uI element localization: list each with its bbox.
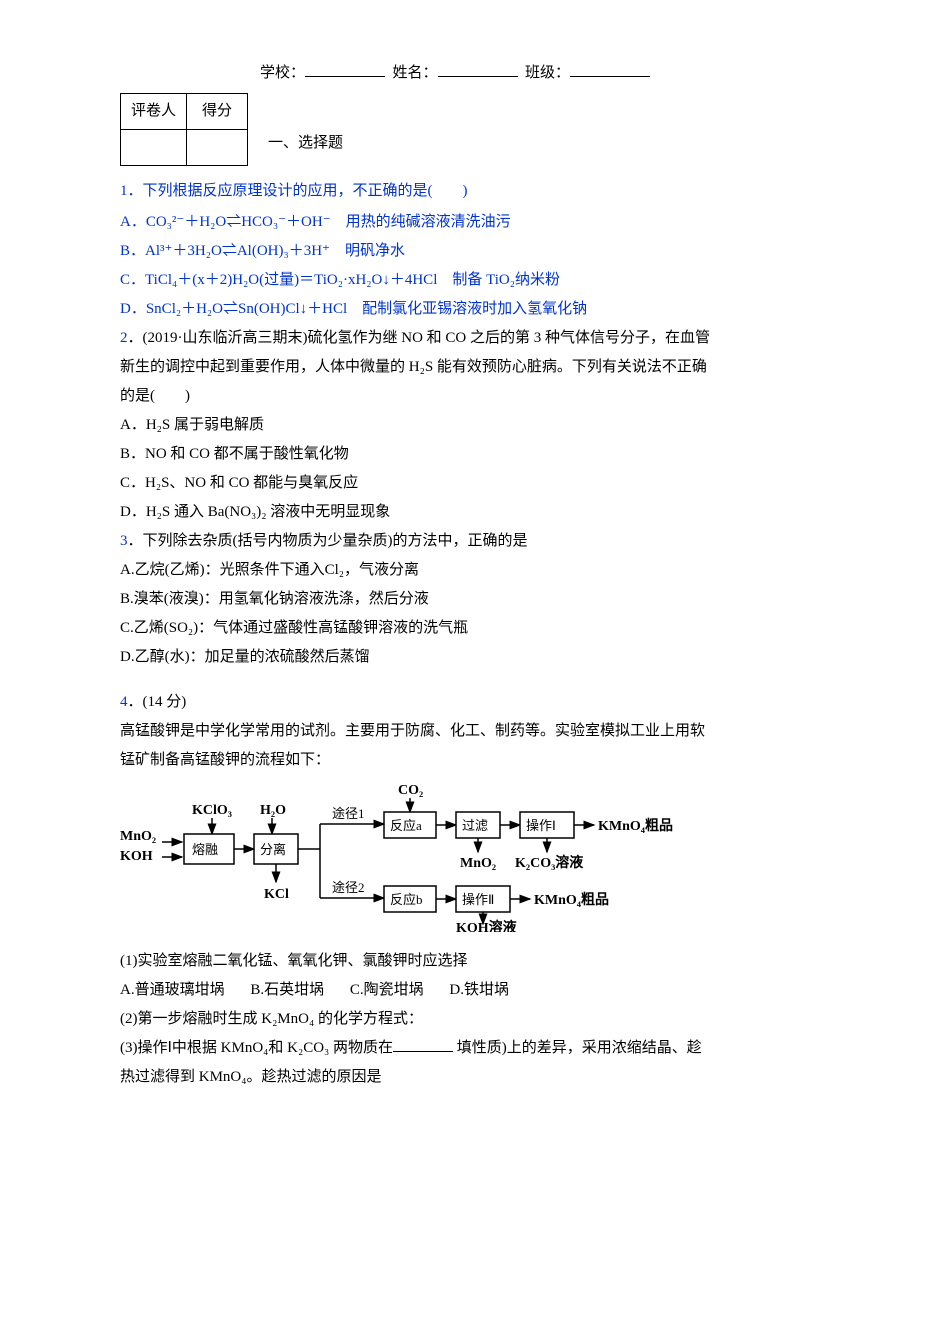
q1-optD: D．SnCl₂＋H₂O⇌Sn(OH)Cl↓＋HCl 配制氯化亚锡溶液时加入氢氧化… [120,296,825,323]
node-koh: KOH [120,849,153,864]
node-kclo3: KClO₃ [192,803,232,818]
q2-line1: 2．(2019·山东临沂高三期末)硫化氢作为继 NO 和 CO 之后的第 3 种… [120,325,825,352]
q3-stem: 3．下列除去杂质(括号内物质为少量杂质)的方法中，正确的是 [120,528,825,555]
node-h2o: H₂O [260,803,286,818]
node-k2co3: K₂CO₃溶液 [515,854,584,871]
q4-p1: 高锰酸钾是中学化学常用的试剂。主要用于防腐、化工、制药等。实验室模拟工业上用软 [120,718,825,745]
label-tujing1: 途径1 [332,806,365,821]
q1-optB: B．Al³⁺＋3H₂O⇌Al(OH)₃＋3H⁺ 明矾净水 [120,238,825,265]
score-cell1[interactable] [121,130,187,166]
node-fenli: 分离 [260,842,286,857]
q3-optA: A.乙烷(乙烯)：光照条件下通入Cl₂，气液分离 [120,557,825,584]
q2-optC: C．H₂S、NO 和 CO 都能与臭氧反应 [120,470,825,497]
node-fanyingb: 反应b [390,892,423,907]
q3-optD: D.乙醇(水)：加足量的浓硫酸然后蒸馏 [120,644,825,671]
q4-sub3-blank[interactable] [393,1051,453,1052]
q4-sub3-line1: (3)操作Ⅰ中根据 KMnO₄和 K₂CO₃ 两物质在 填性质)上的差异，采用浓… [120,1035,825,1062]
school-blank[interactable] [305,61,385,77]
q2-line2: 新生的调控中起到重要作用，人体中微量的 H₂S 能有效预防心脏病。下列有关说法不… [120,354,825,381]
q4-sub1: (1)实验室熔融二氧化锰、氧氧化钾、氯酸钾时应选择 [120,948,825,975]
class-blank[interactable] [570,61,650,77]
q4-sub1-optC: C.陶瓷坩埚 [350,982,424,998]
score-table: 评卷人 得分 [120,93,248,166]
node-co2: CO₂ [398,783,423,798]
class-label: 班级： [525,65,570,81]
q4-sub1-optD: D.铁坩埚 [449,982,509,998]
header-line: 学校： 姓名： 班级： [120,60,825,87]
node-kmno4b: KMnO₄粗品 [534,891,609,908]
score-col2: 得分 [187,94,248,130]
node-caozuo1: 操作Ⅰ [526,818,556,833]
q1-optC: C．TiCl₄＋(x＋2)H₂O(过量)＝TiO₂·xH₂O↓＋4HCl 制备 … [120,267,825,294]
q2-optB: B．NO 和 CO 都不属于酸性氧化物 [120,441,825,468]
score-col1: 评卷人 [121,94,187,130]
score-cell2[interactable] [187,130,248,166]
school-label: 学校： [260,65,305,81]
name-blank[interactable] [438,61,518,77]
q4-sub2: (2)第一步熔融时生成 K₂MnO₄ 的化学方程式： [120,1006,825,1033]
node-fanyinga: 反应a [390,818,422,833]
q4-sub3-line2: 热过滤得到 KMnO₄。趁热过滤的原因是 [120,1064,825,1091]
node-mno2: MnO₂ [120,829,156,844]
q4-sub1-opts: A.普通玻璃坩埚 B.石英坩埚 C.陶瓷坩埚 D.铁坩埚 [120,977,825,1004]
q4-sub1-optA: A.普通玻璃坩埚 [120,982,225,998]
q2-line3: 的是( ) [120,383,825,410]
node-kohsol: KOH溶液 [456,919,518,932]
q4-sub1-optB: B.石英坩埚 [250,982,324,998]
node-kcl: KCl [264,887,289,902]
node-kmno4a: KMnO₄粗品 [598,817,673,834]
node-caozuo2: 操作Ⅱ [462,892,494,907]
q2-optD: D．H₂S 通入 Ba(NO₃)₂ 溶液中无明显现象 [120,499,825,526]
section1-title: 一、选择题 [268,103,343,157]
q4-header: 4．(14 分) [120,689,825,716]
q2-optA: A．H₂S 属于弱电解质 [120,412,825,439]
label-tujing2: 途径2 [332,880,365,895]
node-mno2b: MnO₂ [460,856,496,871]
node-guolv: 过滤 [462,818,488,833]
node-rongrong: 熔融 [192,842,218,857]
q3-optB: B.溴苯(液溴)：用氢氧化钠溶液洗涤，然后分液 [120,586,825,613]
q3-optC: C.乙烯(SO₂)：气体通过盛酸性高锰酸钾溶液的洗气瓶 [120,615,825,642]
q4-p2: 锰矿制备高锰酸钾的流程如下： [120,747,825,774]
q1-optA: A．CO₃²⁻＋H₂O⇌HCO₃⁻＋OH⁻ 用热的纯碱溶液清洗油污 [120,209,825,236]
name-label: 姓名： [393,65,438,81]
flowchart-diagram: .bx{fill:#fff;stroke:#000;stroke-width:1… [120,782,825,932]
q1-stem: 1．下列根据反应原理设计的应用，不正确的是( ) [120,178,825,205]
